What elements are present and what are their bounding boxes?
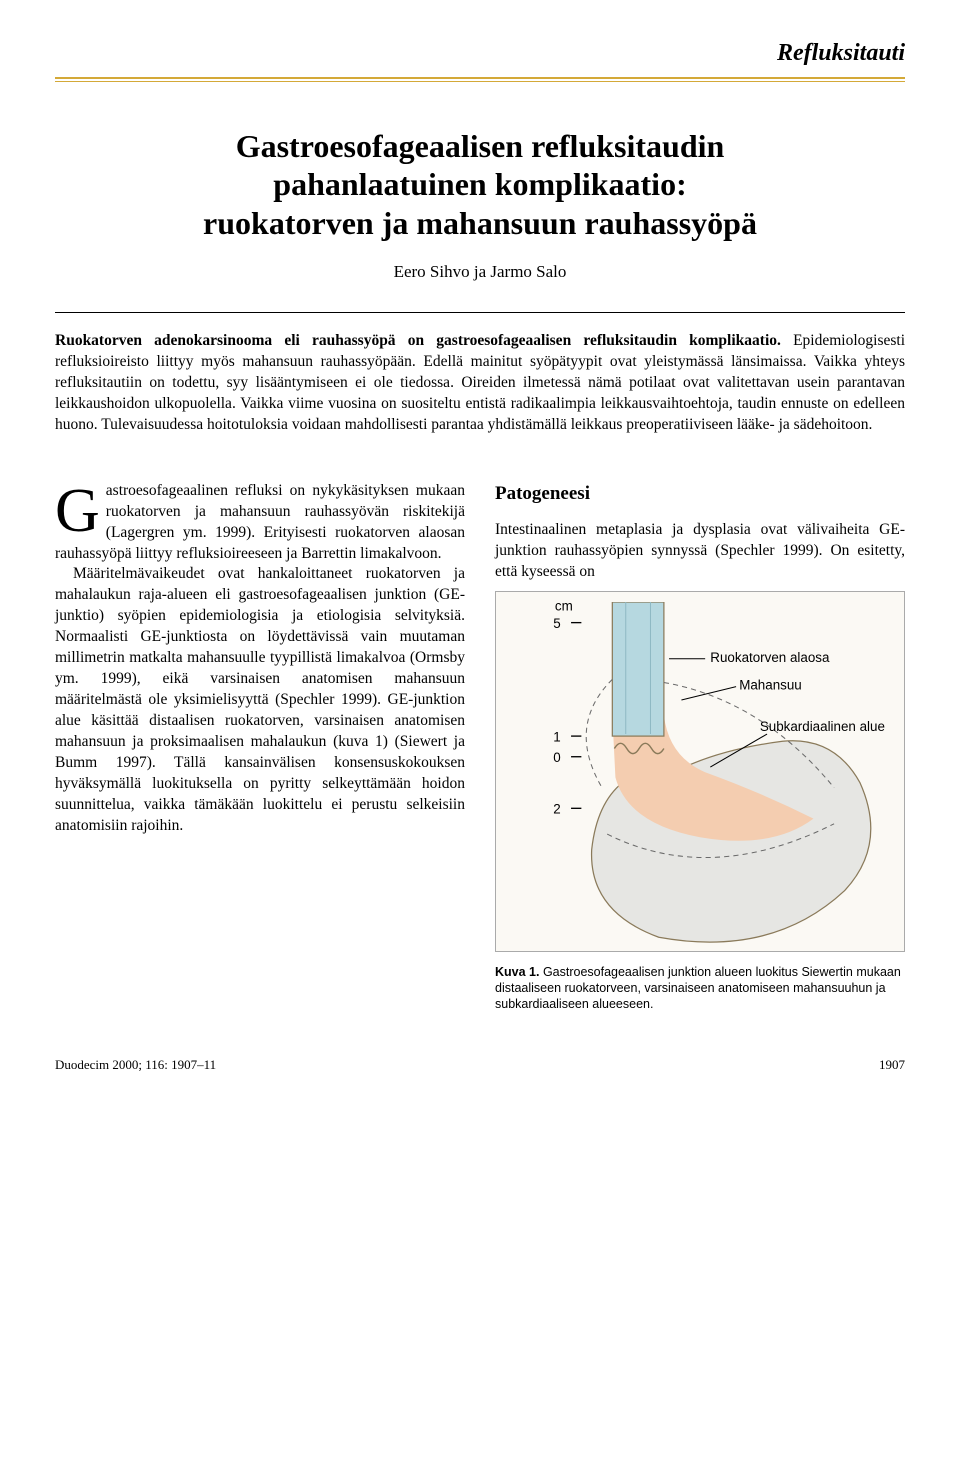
running-title: Refluksitauti [55,40,905,71]
body-para-1-text: astroesofageaalinen refluksi on nykykäsi… [55,482,465,562]
body-columns: Gastroesofageaalinen refluksi on nykykäs… [55,481,905,1013]
fig-label-esoph: Ruokatorven alaosa [710,650,830,665]
section-heading-patogeneesi: Patogeneesi [495,481,905,507]
body-para-3: Intestinaalinen metaplasia ja dysplasia … [495,520,905,583]
fig-label-cm: cm [555,602,573,613]
body-para-1: Gastroesofageaalinen refluksi on nykykäs… [55,481,465,565]
esophagus-shape [612,602,664,736]
article-title: Gastroesofageaalisen refluksitaudin paha… [55,127,905,242]
header-rule-thin [55,81,905,82]
abstract-rule [55,312,905,313]
figure-1-caption-label: Kuva 1. [495,965,539,979]
left-column: Gastroesofageaalinen refluksi on nykykäs… [55,481,465,1013]
figure-1: cm 5 1 0 2 Ruokatorven alaosa Mahansuu S… [495,591,905,951]
right-column: Patogeneesi Intestinaalinen metaplasia j… [495,481,905,1013]
header-rule-thick [55,77,905,79]
fig-label-5: 5 [553,616,560,631]
figure-1-svg: cm 5 1 0 2 Ruokatorven alaosa Mahansuu S… [504,602,896,942]
dropcap: G [55,481,106,538]
fig-label-2: 2 [553,802,560,817]
figure-1-caption-text: Gastroesofageaalisen junktion alueen luo… [495,965,901,1012]
fig-label-1: 1 [553,729,560,744]
dash-arc-upper [586,680,612,788]
title-line-1: Gastroesofageaalisen refluksitaudin [236,128,725,164]
page-footer: Duodecim 2000; 116: 1907–11 1907 [55,1057,905,1073]
abstract: Ruokatorven adenokarsinooma eli rauhassy… [55,331,905,436]
title-line-2: pahanlaatuinen komplikaatio: [273,166,686,202]
authors: Eero Sihvo ja Jarmo Salo [55,262,905,282]
footer-page-number: 1907 [879,1057,905,1073]
fig-label-cardia: Mahansuu [739,678,802,693]
figure-1-caption: Kuva 1. Gastroesofageaalisen junktion al… [495,964,905,1013]
fig-label-0: 0 [553,750,560,765]
body-para-2: Määritelmävaikeudet ovat hankaloittaneet… [55,564,465,836]
footer-citation: Duodecim 2000; 116: 1907–11 [55,1057,216,1073]
title-line-3: ruokatorven ja mahansuun rauhassyöpä [203,205,757,241]
abstract-lead: Ruokatorven adenokarsinooma eli rauhassy… [55,332,781,349]
fig-label-subcardia: Subkardiaalinen alue [760,719,885,734]
